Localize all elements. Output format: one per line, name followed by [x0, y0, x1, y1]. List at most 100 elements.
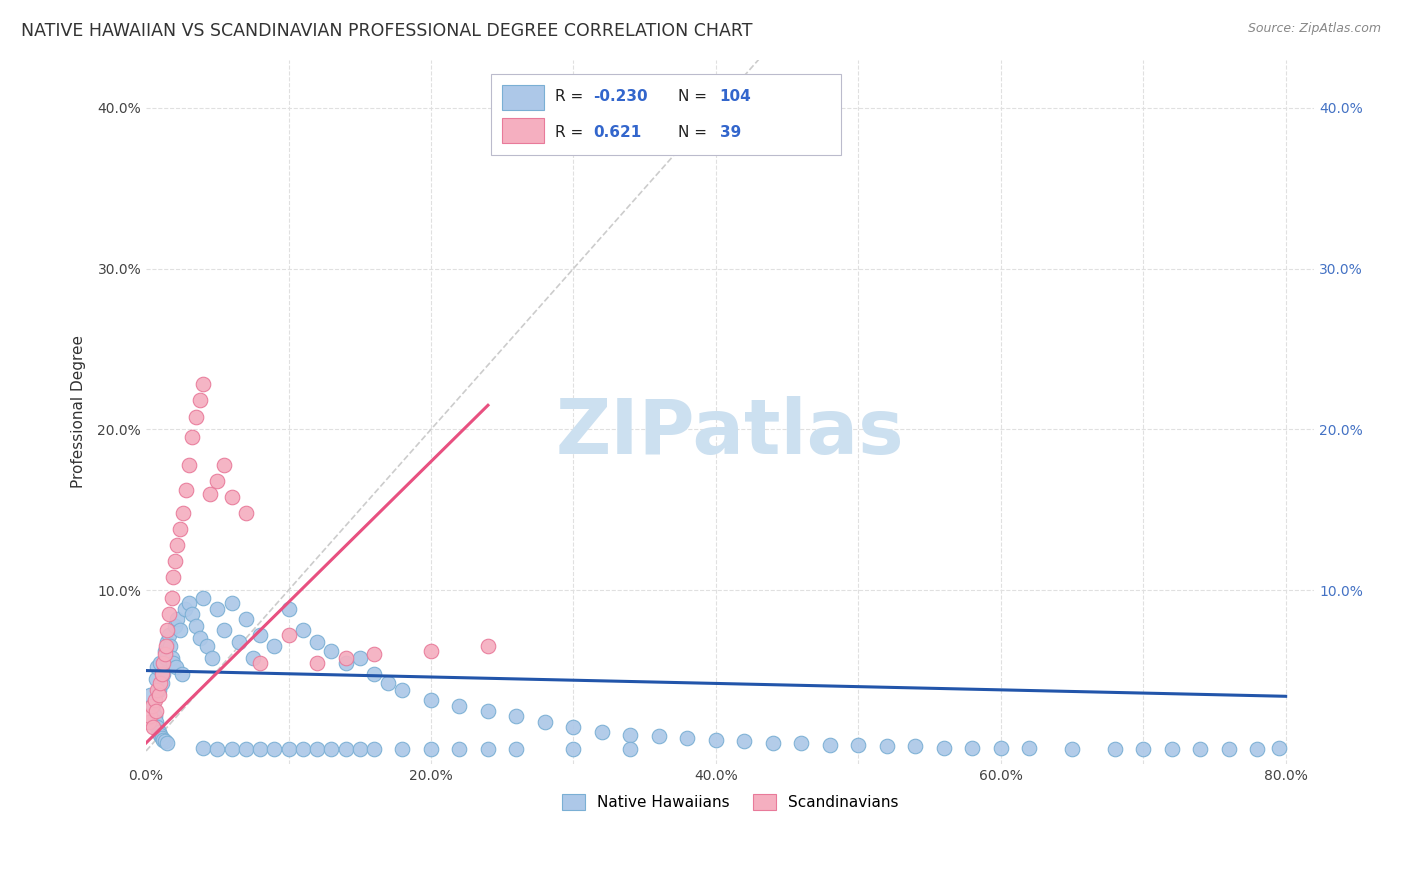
FancyBboxPatch shape	[502, 85, 544, 111]
Point	[149, 656, 172, 670]
Point	[349, 650, 371, 665]
Point	[242, 650, 264, 665]
Point	[143, 708, 166, 723]
Point	[146, 720, 169, 734]
Point	[291, 742, 314, 756]
Point	[180, 430, 202, 444]
Point	[305, 634, 328, 648]
Point	[153, 734, 176, 748]
Point	[562, 720, 585, 734]
Point	[207, 474, 229, 488]
Point	[139, 708, 162, 723]
Point	[157, 607, 180, 622]
Text: R =: R =	[555, 125, 583, 140]
Text: N =: N =	[678, 125, 707, 140]
Point	[762, 736, 785, 750]
Point	[148, 688, 170, 702]
Point	[221, 490, 243, 504]
Text: R =: R =	[555, 89, 583, 104]
Point	[249, 628, 271, 642]
Point	[145, 704, 167, 718]
Point	[932, 740, 955, 755]
Point	[163, 554, 186, 568]
Point	[363, 742, 385, 756]
Y-axis label: Professional Degree: Professional Degree	[72, 335, 86, 488]
Point	[1267, 740, 1289, 755]
Point	[152, 656, 174, 670]
Point	[150, 731, 173, 745]
Point	[534, 714, 557, 729]
Point	[162, 656, 184, 670]
Point	[191, 591, 214, 606]
Point	[1189, 742, 1212, 756]
Point	[160, 591, 183, 606]
Point	[142, 720, 165, 734]
Point	[249, 656, 271, 670]
Point	[184, 409, 207, 424]
Point	[150, 676, 173, 690]
Point	[277, 628, 299, 642]
Point	[159, 640, 181, 654]
Point	[188, 632, 211, 646]
Text: Source: ZipAtlas.com: Source: ZipAtlas.com	[1247, 22, 1381, 36]
Point	[648, 730, 671, 744]
Point	[291, 624, 314, 638]
Point	[180, 607, 202, 622]
Point	[1018, 740, 1040, 755]
Point	[145, 672, 167, 686]
Point	[165, 660, 187, 674]
Point	[174, 483, 197, 498]
Point	[1132, 742, 1154, 756]
Point	[145, 714, 167, 729]
Point	[177, 596, 200, 610]
Point	[263, 640, 285, 654]
Point	[305, 656, 328, 670]
Point	[221, 742, 243, 756]
Point	[235, 506, 257, 520]
Point	[321, 644, 343, 658]
Point	[141, 698, 163, 713]
Point	[152, 732, 174, 747]
Point	[169, 624, 191, 638]
Point	[146, 682, 169, 697]
Point	[163, 618, 186, 632]
Point	[335, 656, 357, 670]
Point	[591, 724, 613, 739]
Point	[142, 698, 165, 713]
Point	[704, 732, 727, 747]
Point	[235, 742, 257, 756]
Point	[184, 618, 207, 632]
Point	[173, 602, 195, 616]
Point	[191, 740, 214, 755]
Point	[160, 650, 183, 665]
Point	[214, 458, 236, 472]
Point	[477, 704, 499, 718]
Text: -0.230: -0.230	[593, 89, 648, 104]
Text: N =: N =	[678, 89, 707, 104]
Point	[169, 522, 191, 536]
Text: ZIPatlas: ZIPatlas	[555, 396, 904, 470]
Point	[335, 650, 357, 665]
Point	[195, 640, 218, 654]
Point	[198, 486, 221, 500]
Point	[1218, 742, 1240, 756]
Text: 104: 104	[720, 89, 751, 104]
Point	[818, 738, 841, 752]
Point	[249, 742, 271, 756]
Point	[156, 624, 179, 638]
Point	[420, 742, 443, 756]
Point	[143, 692, 166, 706]
FancyBboxPatch shape	[502, 118, 544, 144]
Point	[155, 650, 177, 665]
Point	[477, 640, 499, 654]
Point	[349, 742, 371, 756]
Point	[146, 660, 169, 674]
FancyBboxPatch shape	[491, 74, 841, 154]
Point	[191, 377, 214, 392]
Point	[676, 731, 699, 745]
Point	[166, 612, 188, 626]
Point	[449, 742, 471, 756]
Point	[177, 458, 200, 472]
Point	[228, 634, 250, 648]
Point	[363, 666, 385, 681]
